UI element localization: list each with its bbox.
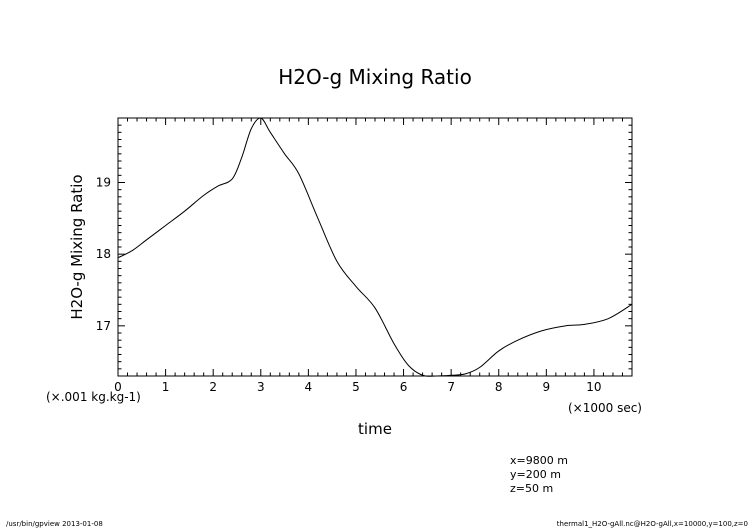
x-tick-label: 9 bbox=[543, 380, 551, 394]
x-tick-label: 6 bbox=[400, 380, 408, 394]
x-axis-label: time bbox=[358, 420, 392, 438]
chart-title: H2O-g Mixing Ratio bbox=[278, 65, 472, 89]
x-unit-label: (×1000 sec) bbox=[568, 401, 642, 415]
x-tick-label: 1 bbox=[162, 380, 170, 394]
y-unit-label: (×.001 kg.kg-1) bbox=[46, 390, 141, 404]
y-tick-label: 17 bbox=[96, 319, 111, 333]
info-y-position: y=200 m bbox=[510, 468, 561, 481]
plot-frame bbox=[117, 117, 633, 377]
x-axis-ticks bbox=[117, 118, 633, 376]
info-x-position: x=9800 m bbox=[510, 454, 568, 467]
y-tick-label: 18 bbox=[96, 247, 111, 261]
x-tick-label: 7 bbox=[447, 380, 455, 394]
x-tick-label: 4 bbox=[305, 380, 313, 394]
y-axis-tick-labels: 17 18 19 bbox=[96, 176, 111, 333]
x-tick-label: 2 bbox=[209, 380, 217, 394]
x-tick-label: 5 bbox=[352, 380, 360, 394]
footer-left-text: /usr/bin/gpview 2013-01-08 bbox=[6, 520, 103, 528]
x-tick-label: 10 bbox=[586, 380, 601, 394]
y-axis-ticks bbox=[118, 117, 632, 377]
x-tick-label: 0 bbox=[114, 380, 122, 394]
y-tick-label: 19 bbox=[96, 176, 111, 190]
footer-right-text: thermal1_H2O-gAll.nc@H2O-gAll,x=10000,y=… bbox=[557, 520, 748, 528]
x-tick-label: 8 bbox=[495, 380, 503, 394]
x-tick-label: 3 bbox=[257, 380, 265, 394]
y-axis-label: H2O-g Mixing Ratio bbox=[68, 174, 86, 319]
series-line bbox=[117, 117, 633, 377]
info-z-position: z=50 m bbox=[510, 482, 553, 495]
x-axis-tick-labels: 0 1 2 3 4 5 6 7 8 9 10 bbox=[114, 380, 601, 394]
